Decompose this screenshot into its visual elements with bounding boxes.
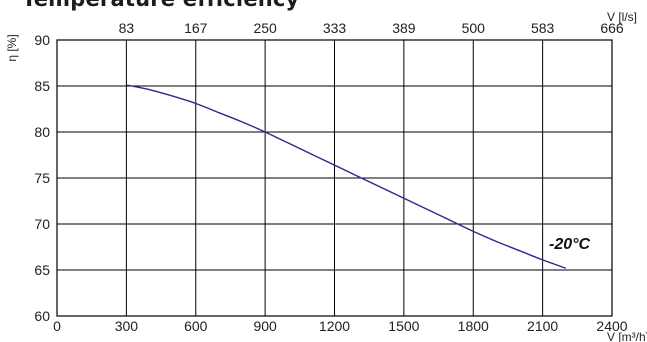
- grid: [56, 39, 613, 317]
- x2-tick-label: 250: [253, 20, 277, 36]
- x-tick-label: 1200: [319, 318, 350, 334]
- y-tick-label: 75: [34, 170, 50, 186]
- x2-axis-ticks: 83 167 250 333 389 500 583 666: [119, 20, 624, 36]
- series-label: -20°C: [549, 236, 591, 253]
- x2-tick-label: 583: [531, 20, 555, 36]
- chart-title: Temperature efficiency: [22, 0, 299, 11]
- x2-tick-label: 333: [323, 20, 347, 36]
- y-tick-label: 60: [34, 308, 50, 324]
- y-axis-label: η [%]: [5, 34, 19, 61]
- y-tick-label: 85: [34, 78, 50, 94]
- x-axis-label: V [m³/h]: [607, 330, 647, 342]
- y-tick-label: 80: [34, 124, 50, 140]
- x-tick-label: 1800: [458, 318, 489, 334]
- y-tick-label: 65: [34, 262, 50, 278]
- x-tick-label: 600: [184, 318, 208, 334]
- x-tick-label: 900: [253, 318, 277, 334]
- x-tick-label: 1500: [388, 318, 419, 334]
- x-tick-label: 300: [115, 318, 139, 334]
- y-axis-ticks: 60 65 70 75 80 85 90: [34, 32, 50, 324]
- x2-tick-label: 167: [184, 20, 208, 36]
- x-axis-ticks: 0 300 600 900 1200 1500 1800 2100 2400: [53, 318, 628, 334]
- x-tick-label: 2400: [596, 318, 627, 334]
- x2-tick-label: 389: [392, 20, 416, 36]
- x2-tick-label: 666: [600, 20, 624, 36]
- x2-axis-label: V [l/s]: [607, 10, 637, 24]
- y-tick-label: 70: [34, 216, 50, 232]
- y-tick-label: 90: [34, 32, 50, 48]
- x2-tick-label: 500: [462, 20, 486, 36]
- x2-tick-label: 83: [119, 20, 135, 36]
- x-tick-label: 2100: [527, 318, 558, 334]
- series-line: [126, 84, 567, 269]
- x-tick-label: 0: [53, 318, 61, 334]
